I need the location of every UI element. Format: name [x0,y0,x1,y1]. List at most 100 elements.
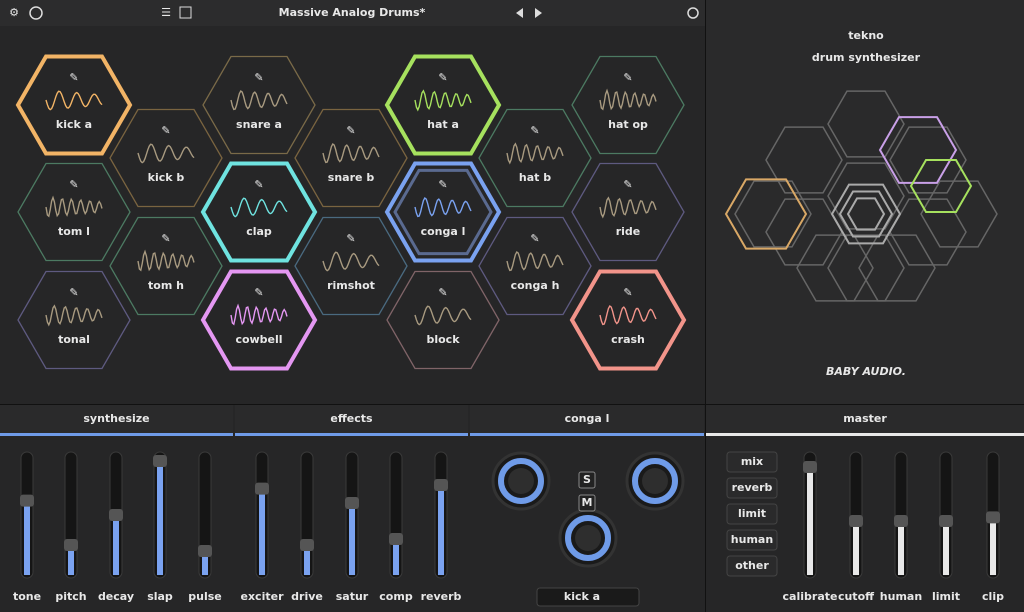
pad-waveform [414,89,472,112]
reset-icon[interactable] [687,7,699,19]
pad-label: hat a [427,118,459,131]
slider-handle [939,515,953,527]
knob-center [508,468,534,494]
preset-arrows[interactable] [516,8,542,18]
panel-accent [235,433,468,436]
settings-icon[interactable]: ⚙ [9,6,19,19]
pad-edit-icon: ✎ [438,71,447,84]
pad[interactable]: ✎ ride [571,162,685,262]
panel-accent [0,433,233,436]
slider-fill [304,545,310,575]
pad-hexagon [571,162,685,262]
pad-waveform [322,251,380,272]
pad-label: tom h [148,279,184,292]
pad-label: hat op [608,118,648,131]
pad-edit-icon: ✎ [438,286,447,299]
pad[interactable]: ✎ clap [200,161,318,263]
slider-label: drive [291,590,323,603]
slider-label: decay [98,590,134,603]
pad-edit-icon: ✎ [623,71,632,84]
pad[interactable]: ✎ kick b [109,108,223,208]
pad-edit-icon: ✎ [161,232,170,245]
slider-handle [198,545,212,557]
pad-hexagon [294,216,408,316]
slider-label: pitch [55,590,86,603]
pad-label: conga l [421,225,466,238]
master-button-label: mix [741,455,763,468]
pad-edit-icon: ✎ [161,124,170,137]
pad-hexagon [109,108,223,208]
pad[interactable]: ✎ tom l [17,162,131,262]
pad-waveform [506,142,564,165]
master-button [726,555,778,577]
pad-label: conga h [511,279,560,292]
slider-fill [853,521,859,575]
pad[interactable]: ✎ hat op [571,55,685,155]
knob-ring [565,515,611,561]
pad[interactable]: ✎ hat b [478,108,592,208]
pad-hexagon [571,55,685,155]
logo-hexagon [827,162,905,230]
panel-accent [470,433,704,436]
slider-label: reverb [421,590,462,603]
slider-fill [157,461,163,575]
pad[interactable]: ✎ snare a [202,55,316,155]
pad[interactable]: ✎ cowbell [200,269,318,371]
menu-icon[interactable]: ☰ [161,6,171,19]
pad[interactable]: ✎ snare b [294,108,408,208]
pad-waveform [414,305,472,326]
pad-edit-icon: ✎ [346,124,355,137]
pad[interactable]: ✎ crash [569,269,687,371]
pad[interactable]: ✎ kick a [15,54,133,156]
slider-label: limit [932,590,960,603]
face-icon[interactable] [29,6,43,20]
logo-hexagon [796,234,874,302]
pad-edit-icon: ✎ [254,286,263,299]
panel-title: synthesize [83,412,149,425]
pad[interactable]: ✎ conga l [384,161,502,263]
slider-label: comp [379,590,413,603]
panel-header [0,405,233,433]
slider-handle [389,533,403,545]
pad-label: rimshot [327,279,375,292]
pad-edit-icon: ✎ [346,232,355,245]
slider-label: exciter [241,590,285,603]
master-button-label: reverb [732,481,773,494]
pad-edit-icon: ✎ [69,286,78,299]
save-icon[interactable] [179,6,192,19]
pad[interactable]: ✎ tom h [109,216,223,316]
pad-hexagon [386,270,500,370]
slider-fill [202,551,208,575]
pad[interactable]: ✎ block [386,270,500,370]
slider-handle [894,515,908,527]
master-button [726,477,778,499]
pad-label: snare b [328,171,375,184]
pad[interactable]: ✎ rimshot [294,216,408,316]
slider-handle [153,455,167,467]
pad-waveform [414,196,472,218]
logo-hexagon [909,159,973,213]
pad-waveform [45,90,103,111]
pad-waveform [137,249,195,272]
slider-fill [943,521,949,575]
slider-handle [20,494,34,507]
slider-fill [898,521,904,575]
slider-fill [24,500,30,575]
toggle-button [578,494,596,512]
pad-waveform [45,304,103,327]
preset-name[interactable]: Massive Analog Drums* [279,6,426,19]
slider-fill [68,545,74,575]
logo-hexagon [734,180,812,248]
slider-fill [259,488,265,575]
pad[interactable]: ✎ hat a [384,54,502,156]
pad-label: hat b [519,171,551,184]
logo-hexagon [830,183,902,245]
pad[interactable]: ✎ tonal [17,270,131,370]
slider-fill [393,539,399,575]
panel-title: master [843,412,887,425]
logo-hexagon [765,126,843,194]
pad-label: kick a [56,118,92,131]
pad-waveform [599,196,657,219]
pad[interactable]: ✎ conga h [478,216,592,316]
slider-handle [300,539,314,551]
